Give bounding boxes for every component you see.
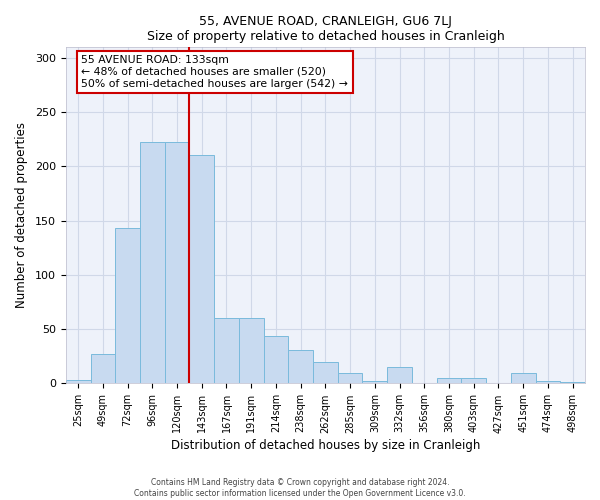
Bar	[190, 156, 214, 384]
Bar	[387, 367, 412, 384]
Bar	[560, 382, 585, 384]
Bar	[140, 142, 164, 384]
Bar	[461, 378, 486, 384]
Bar	[338, 372, 362, 384]
Bar	[115, 228, 140, 384]
Text: Contains HM Land Registry data © Crown copyright and database right 2024.
Contai: Contains HM Land Registry data © Crown c…	[134, 478, 466, 498]
Bar	[511, 372, 536, 384]
Text: 55 AVENUE ROAD: 133sqm
← 48% of detached houses are smaller (520)
50% of semi-de: 55 AVENUE ROAD: 133sqm ← 48% of detached…	[82, 56, 348, 88]
Bar	[214, 318, 239, 384]
Bar	[536, 382, 560, 384]
Bar	[362, 382, 387, 384]
Bar	[164, 142, 190, 384]
Bar	[289, 350, 313, 384]
Bar	[239, 318, 263, 384]
X-axis label: Distribution of detached houses by size in Cranleigh: Distribution of detached houses by size …	[171, 440, 480, 452]
Bar	[263, 336, 289, 384]
Bar	[66, 380, 91, 384]
Bar	[91, 354, 115, 384]
Bar	[313, 362, 338, 384]
Y-axis label: Number of detached properties: Number of detached properties	[15, 122, 28, 308]
Bar	[437, 378, 461, 384]
Title: 55, AVENUE ROAD, CRANLEIGH, GU6 7LJ
Size of property relative to detached houses: 55, AVENUE ROAD, CRANLEIGH, GU6 7LJ Size…	[146, 15, 504, 43]
